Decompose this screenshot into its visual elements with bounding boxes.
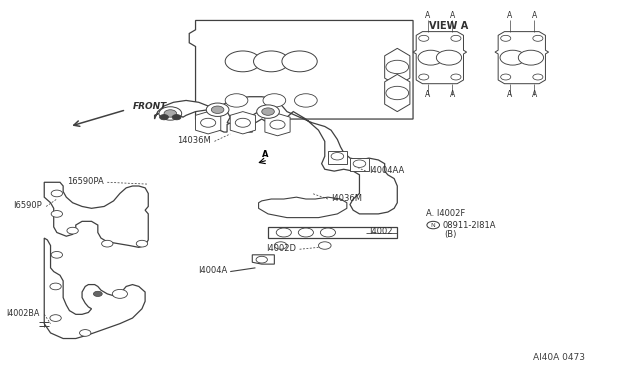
Text: 14036M: 14036M <box>177 136 211 145</box>
Text: N: N <box>431 222 436 228</box>
Circle shape <box>172 115 181 120</box>
Text: AI40A 0473: AI40A 0473 <box>533 353 585 362</box>
Circle shape <box>225 94 248 107</box>
Circle shape <box>102 240 113 247</box>
Polygon shape <box>268 227 397 238</box>
Circle shape <box>518 50 543 65</box>
Polygon shape <box>259 197 347 218</box>
Polygon shape <box>44 238 145 339</box>
Circle shape <box>298 228 314 237</box>
Circle shape <box>451 35 461 41</box>
Circle shape <box>386 86 408 100</box>
Circle shape <box>236 118 250 127</box>
Text: I4004AA: I4004AA <box>369 166 404 175</box>
Polygon shape <box>196 112 221 134</box>
Circle shape <box>257 105 280 118</box>
Polygon shape <box>385 48 410 86</box>
Text: A: A <box>531 12 537 20</box>
Text: A: A <box>262 150 268 159</box>
Circle shape <box>67 227 78 234</box>
Circle shape <box>51 251 63 258</box>
Text: I4002: I4002 <box>369 227 392 236</box>
Text: VIEW A: VIEW A <box>429 21 468 31</box>
Polygon shape <box>265 113 290 136</box>
Circle shape <box>51 190 63 197</box>
Text: 16590PA: 16590PA <box>67 177 104 186</box>
Polygon shape <box>230 112 255 134</box>
Polygon shape <box>328 151 347 164</box>
Circle shape <box>275 242 287 249</box>
Text: A: A <box>449 12 455 20</box>
Text: I4002BA: I4002BA <box>6 309 40 318</box>
Polygon shape <box>155 97 397 214</box>
Circle shape <box>419 35 429 41</box>
Circle shape <box>500 74 511 80</box>
Circle shape <box>319 242 331 249</box>
Circle shape <box>51 211 63 217</box>
Circle shape <box>436 50 461 65</box>
Circle shape <box>200 118 216 127</box>
Circle shape <box>294 94 317 107</box>
Circle shape <box>276 228 291 237</box>
Text: FRONT: FRONT <box>132 102 167 110</box>
Circle shape <box>331 153 344 160</box>
Text: A: A <box>507 90 512 99</box>
Polygon shape <box>495 32 548 84</box>
Circle shape <box>256 256 268 263</box>
Polygon shape <box>350 158 369 171</box>
Text: A: A <box>507 12 512 20</box>
Circle shape <box>79 330 91 336</box>
Circle shape <box>263 94 285 107</box>
Circle shape <box>159 107 182 120</box>
Circle shape <box>451 74 461 80</box>
Circle shape <box>270 120 285 129</box>
Text: 08911-2I81A: 08911-2I81A <box>443 221 496 230</box>
Polygon shape <box>189 20 413 132</box>
Text: A: A <box>531 90 537 99</box>
Circle shape <box>206 103 229 116</box>
Circle shape <box>211 106 224 113</box>
Circle shape <box>418 50 444 65</box>
Text: A: A <box>449 90 455 99</box>
Circle shape <box>262 108 275 115</box>
Polygon shape <box>252 255 275 264</box>
Circle shape <box>159 115 168 120</box>
Circle shape <box>321 228 335 237</box>
Circle shape <box>164 110 177 117</box>
Circle shape <box>50 315 61 321</box>
Circle shape <box>353 160 366 167</box>
Text: I4002D: I4002D <box>266 244 296 253</box>
Circle shape <box>533 35 543 41</box>
Circle shape <box>136 240 148 247</box>
Text: A: A <box>425 90 430 99</box>
Circle shape <box>253 51 289 72</box>
Circle shape <box>500 35 511 41</box>
Polygon shape <box>413 32 467 84</box>
Circle shape <box>113 289 127 298</box>
Circle shape <box>419 74 429 80</box>
Circle shape <box>50 283 61 290</box>
Text: I4036M: I4036M <box>331 194 362 203</box>
Text: I4004A: I4004A <box>198 266 227 275</box>
Polygon shape <box>44 182 148 247</box>
Circle shape <box>386 60 408 74</box>
Text: A. I4002F: A. I4002F <box>426 209 465 218</box>
Circle shape <box>225 51 260 72</box>
Polygon shape <box>385 74 410 112</box>
Text: A: A <box>425 12 430 20</box>
Circle shape <box>282 51 317 72</box>
Circle shape <box>93 291 102 296</box>
Circle shape <box>533 74 543 80</box>
Text: (B): (B) <box>445 230 457 239</box>
Text: I6590P: I6590P <box>13 201 42 210</box>
Circle shape <box>500 50 525 65</box>
